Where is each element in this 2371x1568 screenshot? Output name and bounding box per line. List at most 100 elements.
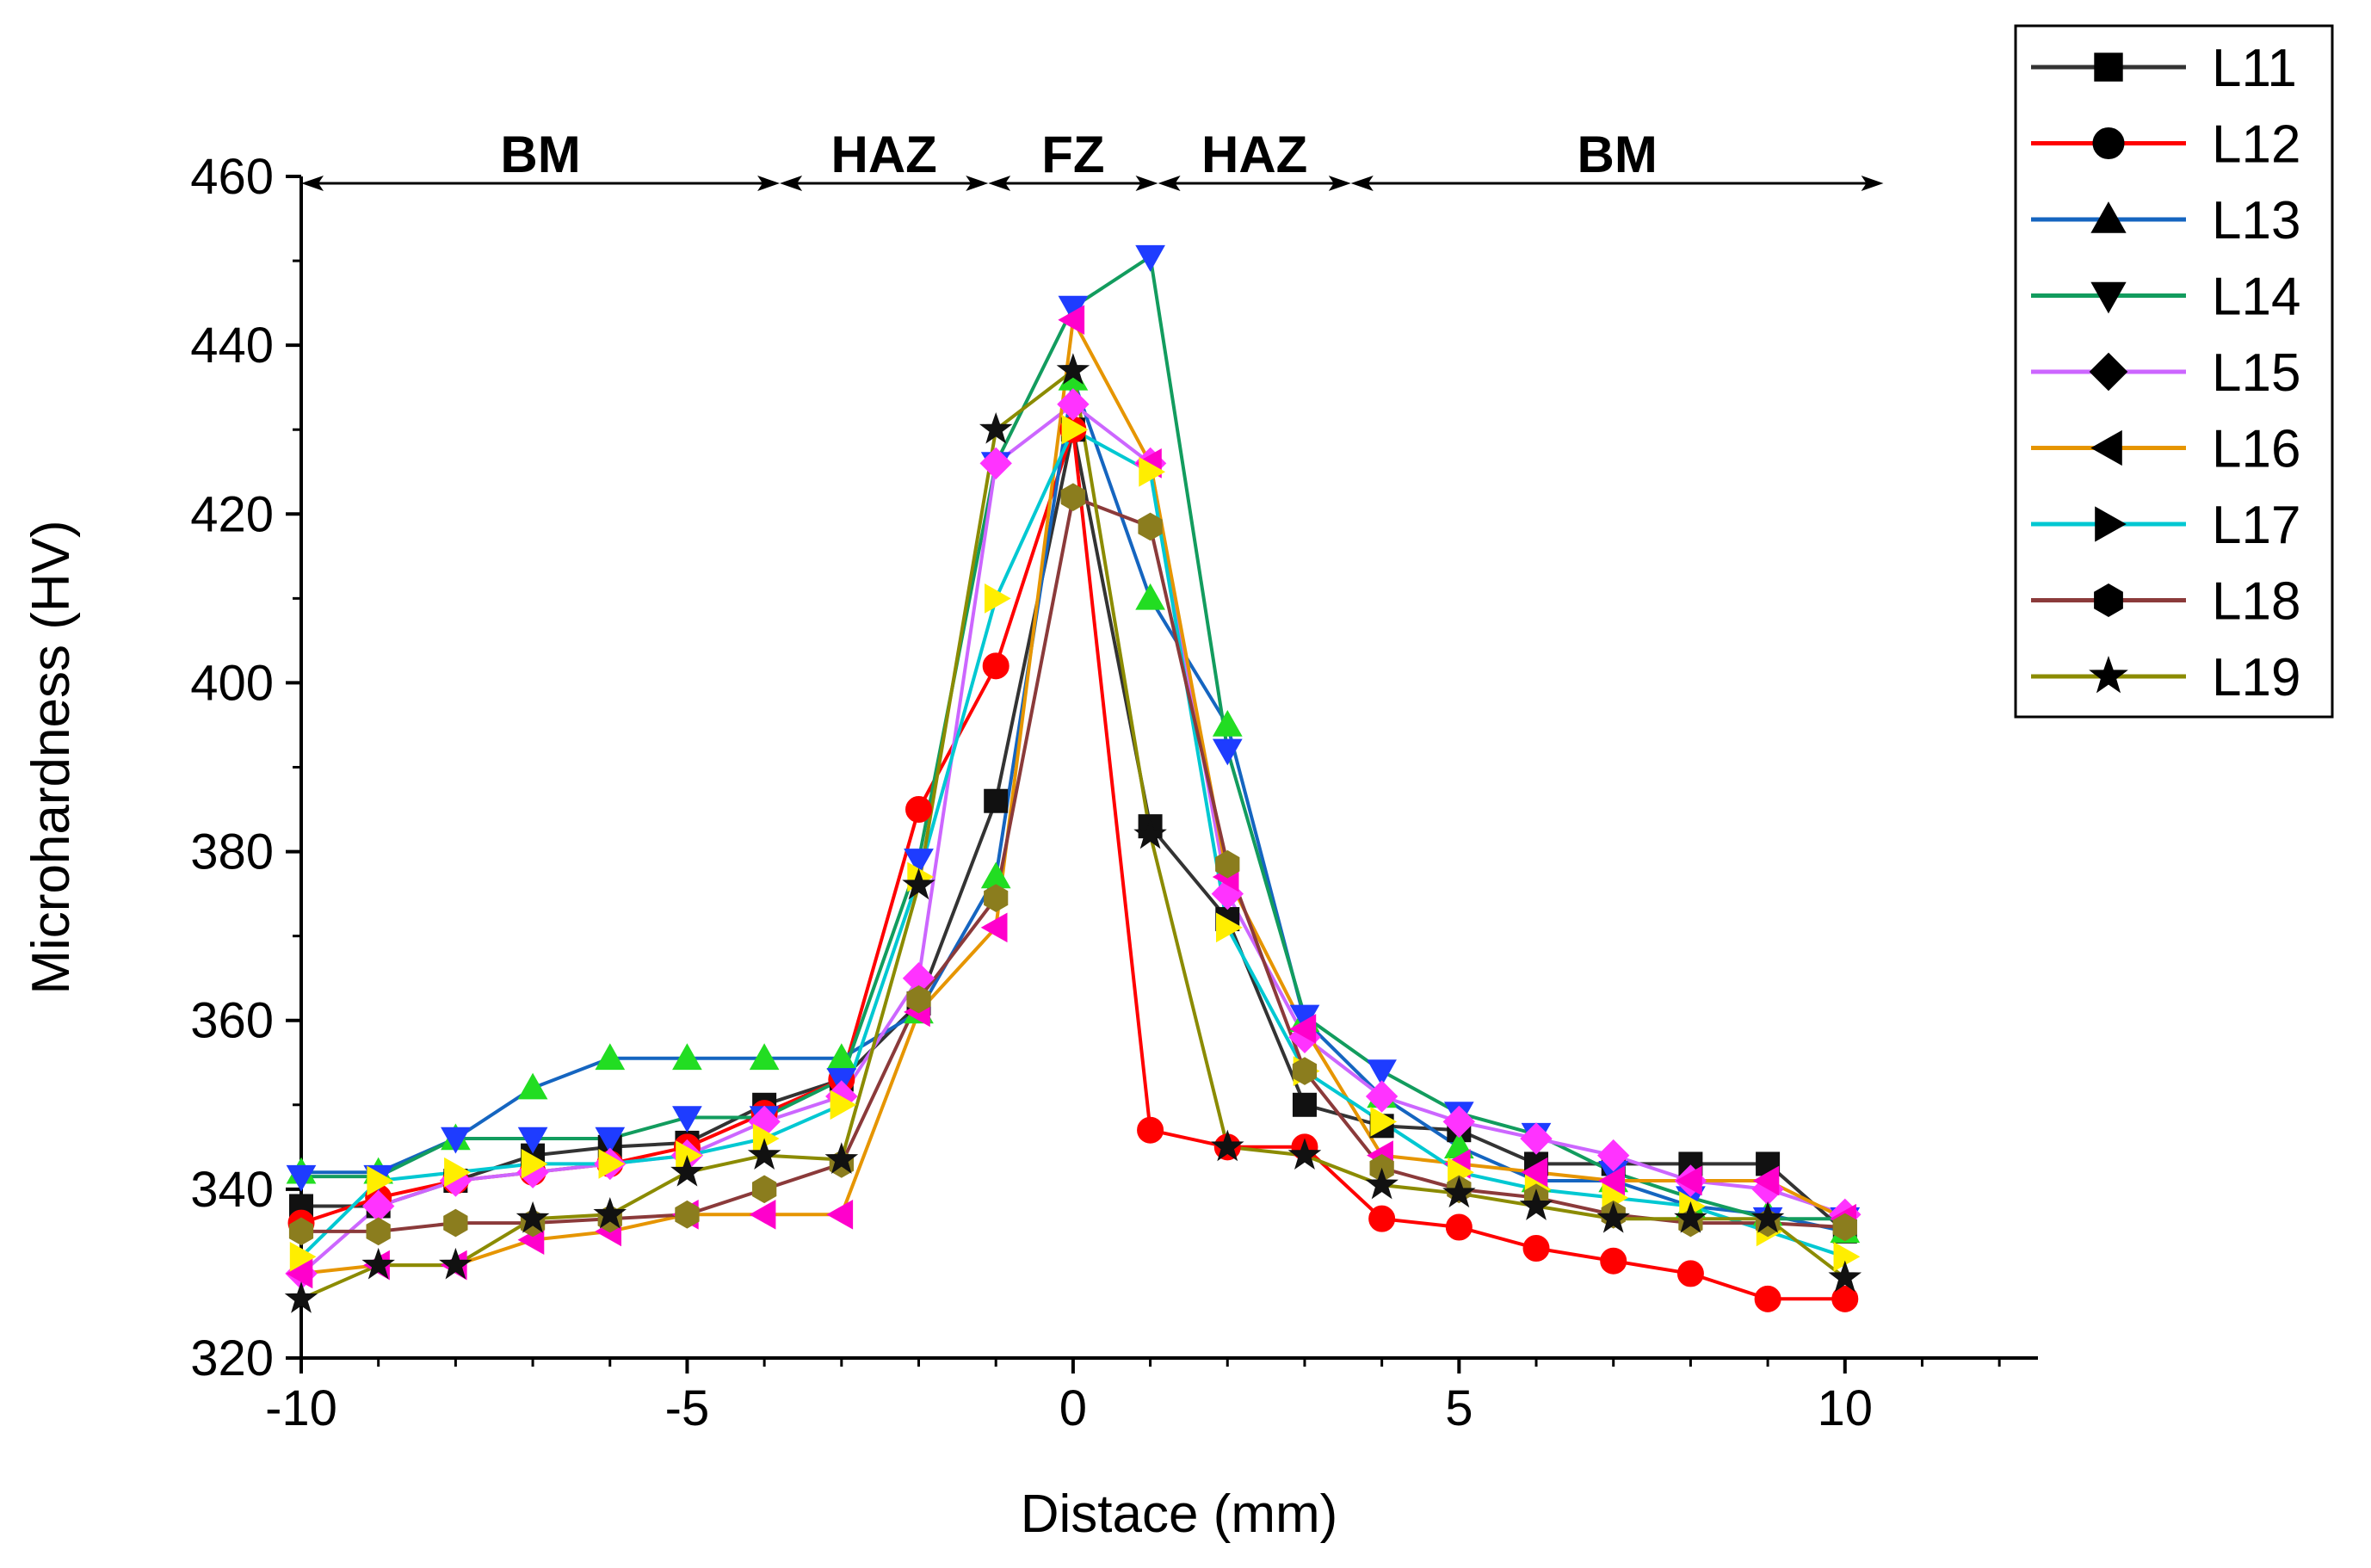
ticks: -10 -5 0 5 10 320 340 360 380 400 420 440 460 [190,149,2001,1436]
data-point-l15 [1520,1122,1553,1155]
legend-marker [2095,506,2127,542]
zone-label: BM [500,126,580,183]
data-point-l19 [1133,817,1167,849]
legend-marker [2090,201,2127,233]
data-point-l19 [284,1281,318,1313]
data-point-l19 [593,1196,627,1229]
data-point-l17 [1833,1241,1861,1272]
data-point-l11 [1292,1092,1317,1117]
data-point-l16 [1598,1165,1625,1196]
zone-annotations: BM HAZ FZ HAZ BM [301,126,1884,191]
legend-label: L11 [2212,39,2297,98]
data-point-l14 [517,1127,548,1154]
data-point-l12 [905,796,933,824]
data-point-l19 [1596,1201,1630,1233]
zone-label: HAZ [830,126,936,183]
data-point-l18 [906,985,931,1014]
data-point-l13 [1135,583,1165,610]
data-point-l19 [439,1247,472,1280]
data-point-l16 [1058,305,1085,336]
x-tick-label: 0 [1059,1380,1087,1436]
legend-label: L16 [2212,420,2300,479]
legend-label: L13 [2212,191,2300,250]
x-axis-label: Distace (mm) [1021,1485,1338,1544]
data-point-l12 [1600,1247,1627,1275]
data-point-l14 [904,849,934,875]
legend-label: L19 [2212,648,2300,707]
data-point-l15 [979,447,1012,480]
data-point-l17 [1216,912,1243,943]
data-point-l13 [517,1072,548,1100]
data-point-l18 [1832,1213,1857,1242]
legend-label: L17 [2212,496,2300,555]
data-point-l19 [1674,1201,1707,1233]
data-point-l17 [830,1090,857,1120]
data-point-l18 [675,1200,700,1229]
zone-label: BM [1578,126,1658,183]
data-point-l18 [1138,512,1163,541]
data-point-l16 [749,1199,776,1230]
data-point-l18 [366,1217,391,1246]
y-tick-label: 340 [190,1162,274,1218]
data-point-l18 [752,1175,777,1204]
data-point-l19 [979,411,1013,444]
data-point-l14 [672,1106,702,1133]
data-point-l19 [902,867,935,900]
x-tick-label: -5 [665,1380,710,1436]
y-tick-label: 420 [190,486,274,542]
data-point-l19 [516,1201,550,1233]
data-point-l13 [672,1043,702,1071]
data-point-l19 [1442,1176,1476,1208]
x-tick-label: -10 [265,1380,337,1436]
data-point-l14 [1135,244,1165,272]
data-point-l12 [1831,1285,1859,1312]
y-tick-label: 440 [190,318,274,373]
data-point-l17 [1139,456,1166,487]
y-axis-label: Microhardness (HV) [22,520,81,994]
legend-label: L12 [2212,115,2300,175]
data-point-l19 [1210,1129,1244,1162]
data-point-l18 [1215,849,1240,879]
data-point-l18 [984,884,1009,912]
data-point-l16 [286,1258,313,1289]
legend-marker [2090,429,2122,466]
data-point-l11 [984,788,1009,813]
data-point-l17 [367,1165,394,1196]
x-tick-label: 10 [1818,1380,1874,1436]
zone-label: FZ [1041,126,1104,183]
data-point-l19 [1750,1201,1785,1233]
series-markers [284,244,1862,1313]
x-tick-label: 5 [1445,1380,1473,1436]
legend-marker [2092,127,2125,159]
legend-marker [2090,281,2127,314]
data-point-l17 [985,583,1011,614]
data-point-l18 [1060,483,1085,511]
legend-label: L14 [2212,268,2300,327]
legend-marker [2089,352,2128,392]
y-tick-label: 460 [190,149,274,205]
data-point-l19 [1828,1260,1862,1293]
y-tick-label: 380 [190,824,274,880]
zone-label: HAZ [1201,126,1307,183]
data-point-l19 [1287,1138,1322,1170]
data-point-l12 [1137,1116,1164,1144]
y-tick-label: 360 [190,993,274,1049]
data-point-l12 [982,652,1010,680]
data-point-l17 [521,1149,548,1179]
data-point-l19 [747,1138,781,1170]
data-point-l12 [1368,1205,1396,1232]
data-point-l15 [1596,1139,1630,1172]
data-point-l15 [1365,1080,1399,1113]
data-point-l14 [441,1127,471,1154]
data-point-l18 [443,1208,468,1238]
data-point-l14 [286,1164,317,1192]
legend-marker [2094,52,2123,82]
data-point-l17 [1370,1107,1398,1137]
legend-label: L18 [2212,572,2300,632]
legend-marker [2094,583,2123,617]
data-point-l19 [824,1142,859,1174]
data-point-l19 [1519,1188,1553,1220]
data-point-l16 [1521,1157,1548,1188]
